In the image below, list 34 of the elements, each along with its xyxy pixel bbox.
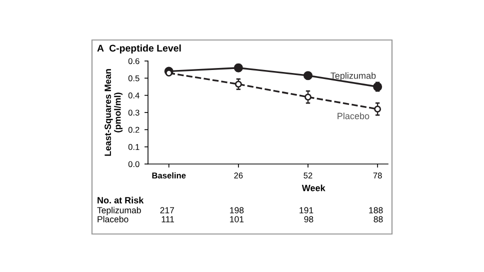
chart-title: A C-peptide Level: [97, 44, 181, 54]
point: [374, 106, 382, 113]
x-tick-label: 26: [234, 172, 243, 178]
point: [373, 82, 382, 92]
point: [234, 80, 242, 88]
series-label: Teplizumab: [330, 72, 376, 81]
point: [234, 63, 243, 72]
text: 188: [369, 207, 383, 214]
y-tick-label: 0.5: [128, 75, 140, 82]
point: [304, 94, 312, 101]
y-tick-label: 0.3: [128, 110, 140, 116]
text: 191: [300, 207, 314, 214]
x-axis-title: Week: [302, 184, 326, 192]
text: Teplizumab: [97, 206, 141, 216]
text: 88: [374, 216, 383, 222]
series-label: Placebo: [338, 112, 370, 120]
x-tick-label: Baseline: [152, 172, 186, 178]
y-tick-label: 0.6: [128, 58, 140, 64]
text: 98: [304, 216, 314, 222]
y-axis-title: Least-Squares Mean (pmol/ml): [104, 69, 123, 156]
y-tick-label: 0.4: [128, 92, 140, 98]
text: No. at Risk: [98, 196, 144, 204]
y-tick-label: 0.2: [128, 126, 140, 133]
text: Placebo: [98, 216, 128, 222]
text: 198: [230, 207, 244, 214]
text: 101: [230, 216, 244, 222]
text: 217: [160, 207, 174, 214]
point: [303, 71, 313, 80]
x-tick-label: 52: [304, 172, 312, 178]
point: [165, 70, 172, 76]
y-tick-label: 0.1: [128, 144, 140, 150]
y-tick-label: 0.0: [128, 161, 140, 168]
x-tick-label: 78: [373, 172, 382, 178]
text: 111: [162, 216, 174, 222]
